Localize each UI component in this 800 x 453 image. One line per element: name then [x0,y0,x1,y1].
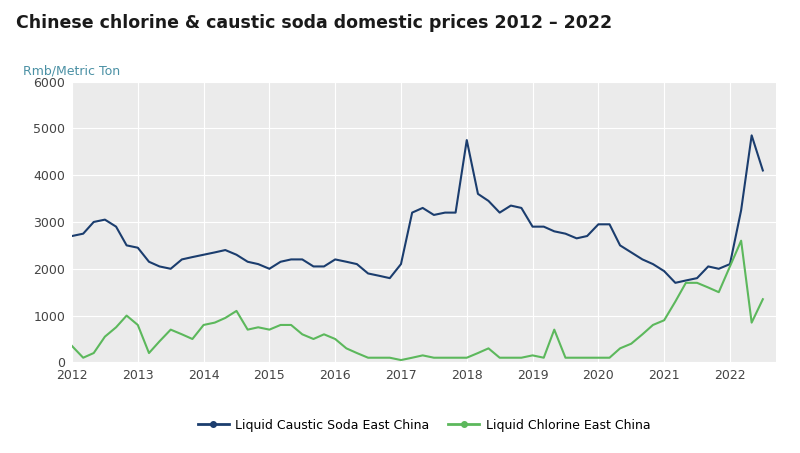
Liquid Chlorine East China [758,296,768,302]
Liquid Chlorine East China [517,355,526,361]
Line: Liquid Caustic Soda East China: Liquid Caustic Soda East China [72,135,763,283]
Liquid Caustic Soda East China [670,280,680,285]
Liquid Caustic Soda East China [352,261,362,267]
Legend: Liquid Caustic Soda East China, Liquid Chlorine East China: Liquid Caustic Soda East China, Liquid C… [193,414,655,437]
Text: Rmb/Metric Ton: Rmb/Metric Ton [22,65,120,77]
Liquid Caustic Soda East China [407,210,417,215]
Liquid Chlorine East China [462,355,471,361]
Line: Liquid Chlorine East China: Liquid Chlorine East China [72,241,763,360]
Liquid Caustic Soda East China [758,168,768,173]
Liquid Chlorine East China [736,238,746,243]
Liquid Chlorine East China [154,338,164,344]
Liquid Chlorine East China [352,350,362,356]
Liquid Chlorine East China [418,352,427,358]
Liquid Caustic Soda East China [517,205,526,211]
Liquid Caustic Soda East China [747,133,757,138]
Liquid Caustic Soda East China [67,233,77,239]
Text: Chinese chlorine & caustic soda domestic prices 2012 – 2022: Chinese chlorine & caustic soda domestic… [16,14,612,32]
Liquid Caustic Soda East China [506,203,516,208]
Liquid Caustic Soda East China [154,264,164,269]
Liquid Chlorine East China [396,357,406,363]
Liquid Chlorine East China [528,352,538,358]
Liquid Chlorine East China [67,343,77,349]
Liquid Caustic Soda East China [450,210,460,215]
